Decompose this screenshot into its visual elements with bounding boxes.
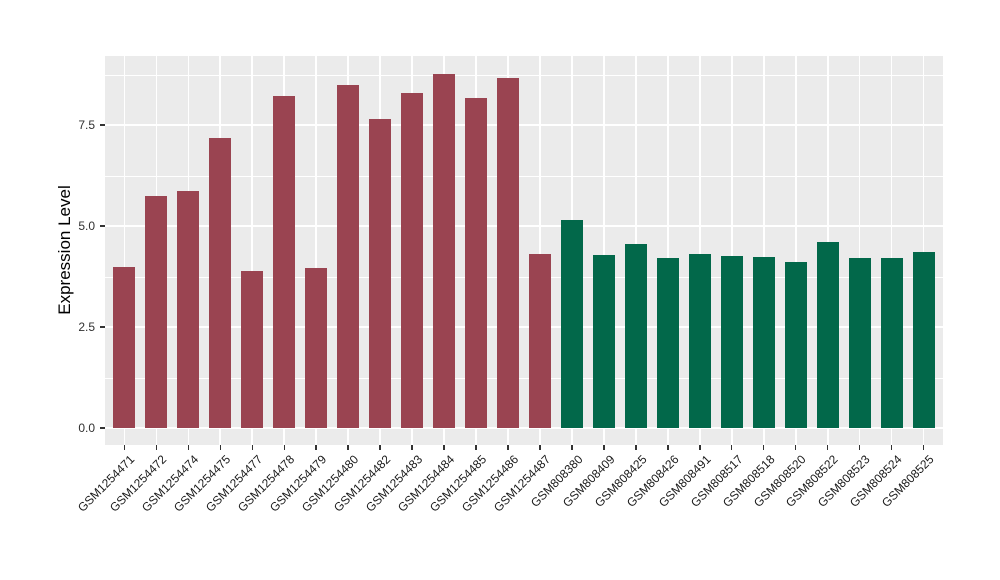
bar xyxy=(560,219,583,428)
major-gridline-x xyxy=(123,56,125,445)
x-axis-tick xyxy=(667,445,669,450)
bar xyxy=(401,93,424,428)
x-axis-tick xyxy=(699,445,701,450)
y-axis-tick xyxy=(100,225,105,227)
y-axis-tick-label: 2.5 xyxy=(78,320,95,334)
y-axis-tick xyxy=(100,427,105,429)
minor-gridline-y xyxy=(105,74,943,76)
bar xyxy=(720,255,743,428)
bar xyxy=(337,85,360,428)
x-axis-tick xyxy=(155,445,157,450)
x-axis-tick xyxy=(891,445,893,450)
x-axis-tick xyxy=(251,445,253,450)
x-axis-tick xyxy=(571,445,573,450)
x-axis-tick xyxy=(443,445,445,450)
x-axis-tick xyxy=(507,445,509,450)
x-axis-tick xyxy=(763,445,765,450)
major-gridline-x xyxy=(251,56,253,445)
x-axis-tick xyxy=(187,445,189,450)
plot-panel xyxy=(105,56,943,445)
bar xyxy=(369,118,392,428)
major-gridline-y xyxy=(105,124,943,126)
bar xyxy=(145,196,168,428)
major-gridline-y xyxy=(105,427,943,429)
bar xyxy=(880,258,903,428)
x-axis-tick xyxy=(123,445,125,450)
major-gridline-x xyxy=(603,56,605,445)
bar xyxy=(305,268,328,428)
bar xyxy=(113,267,136,428)
minor-gridline-y xyxy=(105,276,943,278)
x-axis-tick xyxy=(731,445,733,450)
major-gridline-x xyxy=(667,56,669,445)
y-axis-tick xyxy=(100,326,105,328)
bar xyxy=(816,242,839,428)
major-gridline-x xyxy=(923,56,925,445)
x-axis-tick xyxy=(539,445,541,450)
bar xyxy=(465,97,488,428)
x-axis-tick xyxy=(315,445,317,450)
major-gridline-x xyxy=(731,56,733,445)
bar xyxy=(273,95,296,428)
bar xyxy=(528,253,551,428)
x-axis-tick xyxy=(635,445,637,450)
x-axis-tick xyxy=(475,445,477,450)
major-gridline-x xyxy=(315,56,317,445)
x-axis-tick xyxy=(347,445,349,450)
bar xyxy=(241,270,264,428)
y-axis-tick-label: 0.0 xyxy=(78,421,95,435)
x-axis-tick xyxy=(795,445,797,450)
x-axis-tick xyxy=(219,445,221,450)
major-gridline-x xyxy=(763,56,765,445)
bar xyxy=(688,253,711,428)
x-axis-tick xyxy=(379,445,381,450)
bar xyxy=(848,258,871,428)
y-axis-tick xyxy=(100,124,105,126)
x-axis-tick xyxy=(923,445,925,450)
bar xyxy=(912,252,935,428)
minor-gridline-y xyxy=(105,377,943,379)
bar xyxy=(177,190,200,428)
x-axis-tick xyxy=(411,445,413,450)
bar xyxy=(656,258,679,428)
bar xyxy=(784,261,807,428)
major-gridline-x xyxy=(699,56,701,445)
bar xyxy=(752,257,775,428)
x-axis-tick xyxy=(859,445,861,450)
major-gridline-x xyxy=(859,56,861,445)
x-axis-tick xyxy=(283,445,285,450)
major-gridline-x xyxy=(539,56,541,445)
bar xyxy=(433,74,456,428)
bar xyxy=(592,255,615,428)
major-gridline-y xyxy=(105,225,943,227)
y-axis-tick-label: 5.0 xyxy=(78,219,95,233)
bar xyxy=(497,78,519,428)
major-gridline-x xyxy=(891,56,893,445)
bar xyxy=(624,244,647,428)
major-gridline-y xyxy=(105,326,943,328)
minor-gridline-y xyxy=(105,175,943,177)
x-axis-tick xyxy=(827,445,829,450)
y-axis-tick-label: 7.5 xyxy=(78,118,95,132)
x-axis-tick xyxy=(603,445,605,450)
y-axis-title: Expression Level xyxy=(55,185,74,315)
major-gridline-x xyxy=(795,56,797,445)
bar xyxy=(209,137,232,428)
